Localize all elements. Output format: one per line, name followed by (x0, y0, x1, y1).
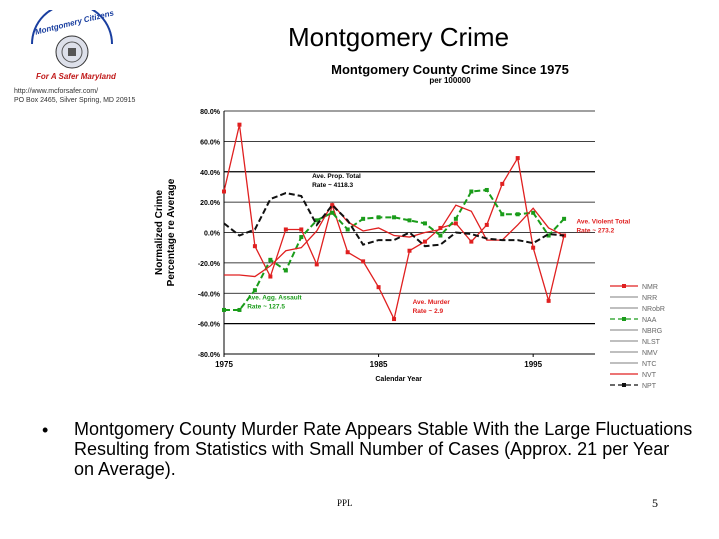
bullet-icon: • (42, 420, 49, 440)
data-point-nmr (531, 245, 536, 250)
data-point-nmr (376, 285, 381, 290)
data-point-naa (407, 218, 412, 223)
chart-title: Montgomery County Crime Since 1975 (331, 62, 569, 77)
x-axis-label: Calendar Year (375, 376, 422, 383)
legend-marker (622, 383, 626, 387)
data-point-nmr (484, 222, 489, 227)
x-tick-label: 1995 (524, 360, 542, 369)
slide-title: Montgomery Crime (288, 22, 510, 52)
data-point-naa (299, 235, 304, 240)
logo-address: PO Box 2465, Silver Spring, MD 20915 (14, 97, 136, 104)
annotation-label: Rate ~ 273.2 (576, 227, 614, 234)
data-point-nmr (469, 239, 474, 244)
legend-label: NMV (642, 350, 658, 357)
logo-url[interactable]: http://www.mcforsafer.com/ (14, 88, 99, 95)
y-tick-label: -40.0% (198, 291, 221, 298)
data-point-naa (546, 233, 551, 238)
data-point-nmr (422, 239, 427, 244)
data-point-nmr (222, 189, 226, 194)
data-point-nmr (438, 225, 443, 230)
annotation-label: Ave. Murder (413, 299, 451, 306)
data-point-nmr (299, 227, 304, 232)
data-point-nmr (330, 203, 335, 208)
data-point-nmr (392, 317, 397, 322)
logo: Montgomery Citizens For A Safer Maryland… (14, 3, 136, 106)
y-tick-label: -20.0% (198, 261, 221, 268)
data-point-nmr (361, 259, 366, 264)
legend-label: NRR (642, 295, 657, 302)
y-axis-label: Normalized Crime (154, 190, 165, 275)
y-tick-label: 20.0% (200, 200, 221, 207)
legend-marker (622, 317, 626, 321)
data-point-nmr (268, 274, 273, 279)
data-point-naa (283, 268, 288, 273)
data-point-naa (361, 216, 366, 221)
y-tick-label: -80.0% (198, 352, 221, 359)
data-point-naa (438, 233, 443, 238)
data-point-naa (422, 221, 427, 226)
annotation-label: Ave. Prop. Total (312, 173, 361, 180)
x-tick-label: 1985 (370, 360, 388, 369)
data-point-nmr (500, 181, 505, 186)
y-tick-label: 60.0% (200, 139, 221, 146)
legend-label: NLST (642, 339, 661, 346)
y-tick-label: 80.0% (200, 109, 221, 116)
logo-tagline: For A Safer Maryland (36, 72, 116, 81)
data-point-naa (500, 212, 505, 217)
data-point-naa (531, 210, 536, 215)
data-point-naa (453, 216, 458, 221)
legend-label: NTC (642, 361, 656, 368)
legend-label: NAA (642, 317, 657, 324)
footer-text: PPL (337, 498, 353, 508)
data-point-naa (376, 215, 381, 220)
data-point-naa (314, 218, 319, 223)
legend-label: NBRG (642, 328, 662, 335)
data-point-naa (330, 210, 335, 215)
x-tick-label: 1975 (215, 360, 233, 369)
annotation-label: Rate ~ 2.9 (413, 308, 444, 315)
data-point-naa (268, 257, 273, 262)
annotation-label: Rate ~ 4118.3 (312, 182, 353, 189)
data-point-nmr (314, 262, 319, 267)
data-point-naa (252, 288, 257, 293)
legend-label: NRobR (642, 306, 665, 313)
series-line-npt (223, 191, 565, 248)
data-point-nmr (345, 250, 350, 255)
data-point-naa (562, 216, 567, 221)
data-point-naa (515, 212, 520, 217)
data-point-naa (222, 307, 226, 312)
data-point-nmr (453, 221, 458, 226)
annotation-label: Ave. Agg. Assault (247, 294, 302, 301)
chart-subtitle: per 100000 (429, 76, 471, 85)
page-number: 5 (652, 496, 658, 510)
data-point-nmr (237, 122, 242, 127)
bullet-text: Montgomery County Murder Rate Appears St… (74, 419, 693, 479)
data-point-nmr (562, 233, 567, 238)
series-line-nvt (224, 202, 565, 278)
series-line-nmr (223, 124, 565, 322)
data-point-nmr (546, 298, 551, 303)
legend-marker (622, 284, 626, 288)
crime-line-chart: 80.0% 60.0% 40.0% 20.0% 0.0% -20.0% -40.0% -60.… (154, 109, 665, 390)
legend-label: NVT (642, 372, 657, 379)
data-point-nmr (283, 227, 288, 232)
legend-label: NPT (642, 383, 657, 390)
data-point-naa (345, 227, 350, 232)
y-tick-label: 40.0% (200, 170, 221, 177)
series-line-naa (224, 188, 565, 311)
data-point-naa (484, 187, 489, 192)
data-point-nmr (515, 156, 520, 161)
y-axis-label: Percentage re Average (166, 178, 177, 286)
data-point-naa (392, 215, 397, 220)
data-point-naa (469, 189, 474, 194)
annotation-label: Ave. Violent Total (576, 218, 630, 225)
legend-label: NMR (642, 284, 658, 291)
annotation-label: Rate ~ 127.5 (247, 303, 285, 310)
data-point-nmr (252, 244, 257, 249)
y-tick-label: -60.0% (198, 322, 221, 329)
y-tick-label: 0.0% (204, 231, 221, 238)
data-point-naa (237, 307, 242, 312)
data-point-nmr (407, 248, 412, 253)
